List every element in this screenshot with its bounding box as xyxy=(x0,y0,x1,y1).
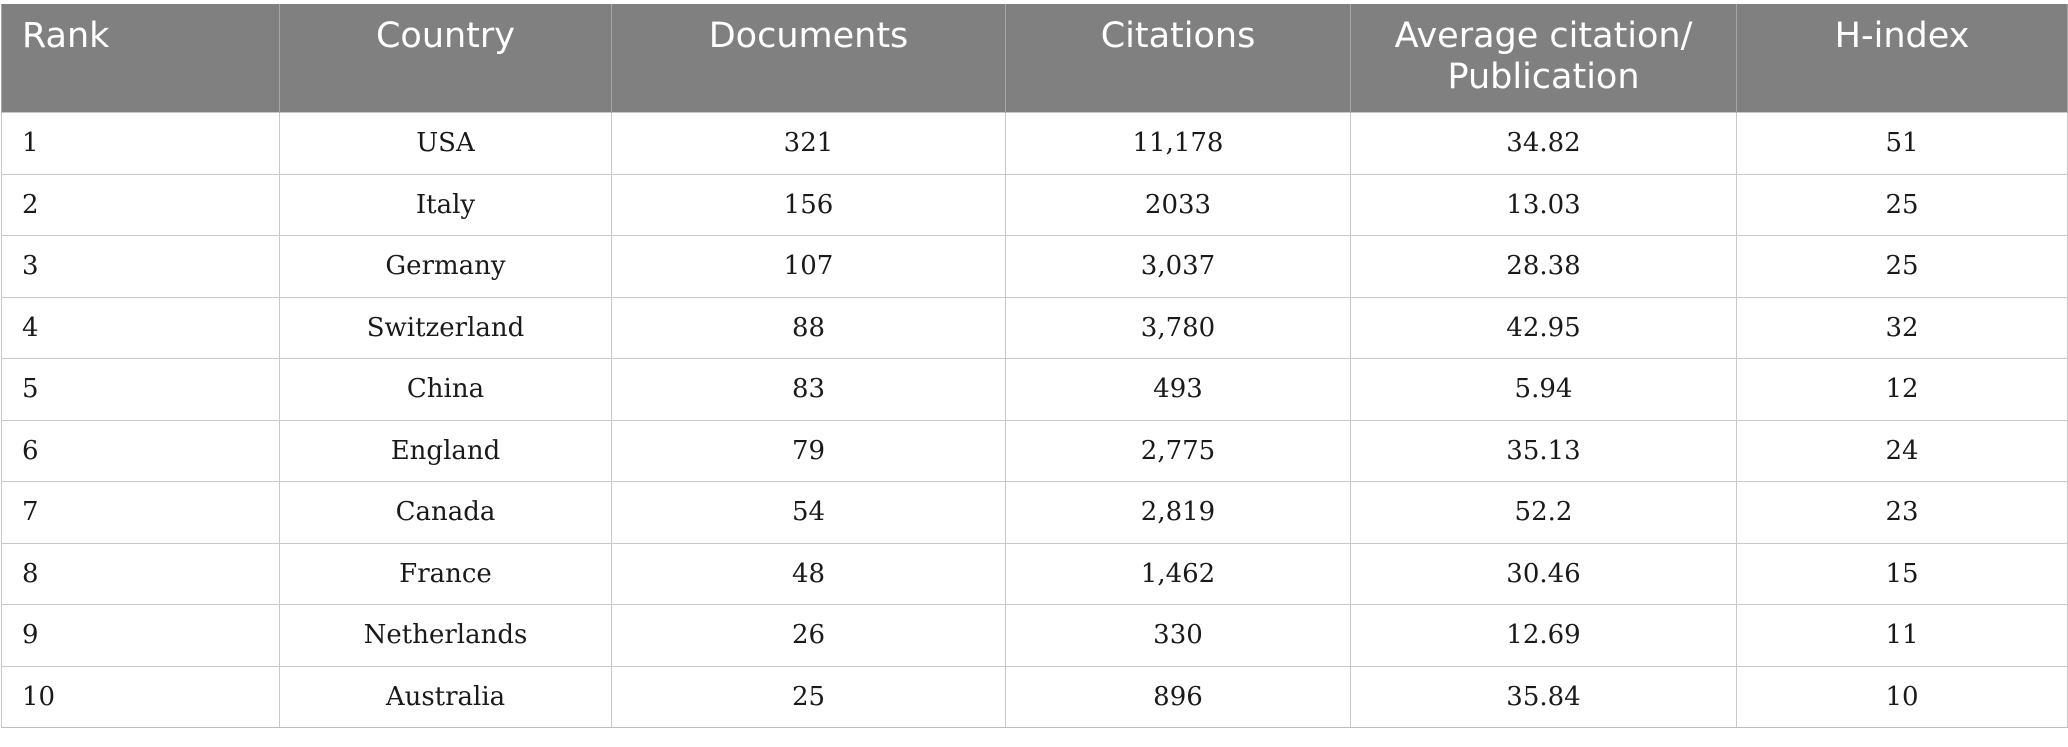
cell-citations: 896 xyxy=(1005,665,1351,728)
cell-rank: 10 xyxy=(1,665,280,728)
table-row: 3 Germany 107 3,037 28.38 25 xyxy=(1,235,2068,298)
cell-citations: 2,775 xyxy=(1005,419,1351,482)
cell-average-citation: 52.2 xyxy=(1350,481,1737,544)
cell-rank: 2 xyxy=(1,173,280,236)
cell-documents: 88 xyxy=(611,296,1006,359)
cell-h-index: 51 xyxy=(1736,112,2068,175)
cell-citations: 330 xyxy=(1005,604,1351,667)
header-average-citation-per-publication: Average citation/ Publication xyxy=(1350,4,1737,113)
table-row: 6 England 79 2,775 35.13 24 xyxy=(1,419,2068,482)
cell-country: Germany xyxy=(279,235,612,298)
cell-documents: 54 xyxy=(611,481,1006,544)
header-citations: Citations xyxy=(1005,4,1351,113)
header-documents: Documents xyxy=(611,4,1006,113)
cell-h-index: 32 xyxy=(1736,296,2068,359)
table-row: 7 Canada 54 2,819 52.2 23 xyxy=(1,481,2068,544)
cell-citations: 3,780 xyxy=(1005,296,1351,359)
cell-documents: 83 xyxy=(611,358,1006,421)
cell-country: Italy xyxy=(279,173,612,236)
cell-average-citation: 42.95 xyxy=(1350,296,1737,359)
cell-rank: 9 xyxy=(1,604,280,667)
table-header: Rank Country Documents Citations Average… xyxy=(1,4,2068,113)
cell-average-citation: 30.46 xyxy=(1350,542,1737,605)
cell-citations: 493 xyxy=(1005,358,1351,421)
cell-h-index: 15 xyxy=(1736,542,2068,605)
cell-documents: 79 xyxy=(611,419,1006,482)
cell-rank: 8 xyxy=(1,542,280,605)
cell-rank: 5 xyxy=(1,358,280,421)
header-country: Country xyxy=(279,4,612,113)
cell-average-citation: 34.82 xyxy=(1350,112,1737,175)
cell-citations: 3,037 xyxy=(1005,235,1351,298)
header-rank: Rank xyxy=(1,4,280,113)
cell-documents: 156 xyxy=(611,173,1006,236)
cell-citations: 2033 xyxy=(1005,173,1351,236)
table-row: 10 Australia 25 896 35.84 10 xyxy=(1,665,2068,728)
cell-country: China xyxy=(279,358,612,421)
table-row: 4 Switzerland 88 3,780 42.95 32 xyxy=(1,296,2068,359)
cell-rank: 3 xyxy=(1,235,280,298)
cell-country: Switzerland xyxy=(279,296,612,359)
cell-rank: 4 xyxy=(1,296,280,359)
table-row: 5 China 83 493 5.94 12 xyxy=(1,358,2068,421)
header-row: Rank Country Documents Citations Average… xyxy=(1,4,2068,113)
cell-citations: 11,178 xyxy=(1005,112,1351,175)
cell-country: France xyxy=(279,542,612,605)
cell-country: England xyxy=(279,419,612,482)
cell-country: Australia xyxy=(279,665,612,728)
cell-citations: 2,819 xyxy=(1005,481,1351,544)
cell-average-citation: 28.38 xyxy=(1350,235,1737,298)
cell-h-index: 12 xyxy=(1736,358,2068,421)
cell-average-citation: 35.13 xyxy=(1350,419,1737,482)
cell-country: Netherlands xyxy=(279,604,612,667)
table-body: 1 USA 321 11,178 34.82 51 2 Italy 156 20… xyxy=(1,112,2068,728)
cell-country: USA xyxy=(279,112,612,175)
cell-documents: 48 xyxy=(611,542,1006,605)
cell-rank: 1 xyxy=(1,112,280,175)
cell-documents: 25 xyxy=(611,665,1006,728)
cell-documents: 107 xyxy=(611,235,1006,298)
country-ranking-table-container: Rank Country Documents Citations Average… xyxy=(0,4,2068,728)
cell-documents: 321 xyxy=(611,112,1006,175)
cell-rank: 7 xyxy=(1,481,280,544)
table-row: 1 USA 321 11,178 34.82 51 xyxy=(1,112,2068,175)
cell-rank: 6 xyxy=(1,419,280,482)
cell-h-index: 24 xyxy=(1736,419,2068,482)
cell-h-index: 23 xyxy=(1736,481,2068,544)
cell-average-citation: 35.84 xyxy=(1350,665,1737,728)
cell-h-index: 25 xyxy=(1736,173,2068,236)
cell-average-citation: 13.03 xyxy=(1350,173,1737,236)
cell-country: Canada xyxy=(279,481,612,544)
cell-documents: 26 xyxy=(611,604,1006,667)
header-h-index: H-index xyxy=(1736,4,2068,113)
country-ranking-table: Rank Country Documents Citations Average… xyxy=(1,4,2068,728)
cell-h-index: 11 xyxy=(1736,604,2068,667)
cell-h-index: 25 xyxy=(1736,235,2068,298)
table-row: 8 France 48 1,462 30.46 15 xyxy=(1,542,2068,605)
cell-h-index: 10 xyxy=(1736,665,2068,728)
cell-average-citation: 12.69 xyxy=(1350,604,1737,667)
cell-citations: 1,462 xyxy=(1005,542,1351,605)
table-row: 2 Italy 156 2033 13.03 25 xyxy=(1,173,2068,236)
table-row: 9 Netherlands 26 330 12.69 11 xyxy=(1,604,2068,667)
cell-average-citation: 5.94 xyxy=(1350,358,1737,421)
